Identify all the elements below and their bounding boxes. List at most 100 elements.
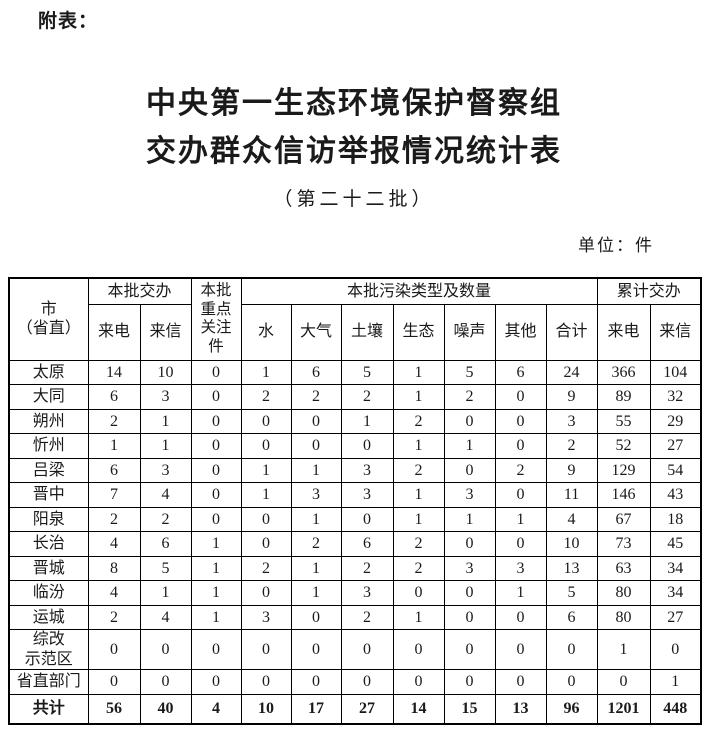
value-cell: 7 <box>87 482 141 508</box>
row-label: 临汾 <box>8 580 89 606</box>
value-cell: 3 <box>139 384 192 410</box>
value-cell: 0 <box>494 482 547 508</box>
value-cell: 0 <box>443 531 496 557</box>
value-cell: 4 <box>139 604 192 630</box>
row-label: 晋城 <box>8 555 89 581</box>
value-cell: 15 <box>443 693 496 725</box>
col-header-noise: 噪声 <box>443 303 496 361</box>
col-header-city: 市 （省直） <box>8 277 89 361</box>
row-label: 运城 <box>8 604 89 630</box>
header-row-subcolumns: 来电 来信 水 大气 土壤 生态 噪声 其他 合计 来电 来信 <box>9 303 702 361</box>
value-cell: 5 <box>139 555 192 581</box>
table-row: 忻州 1 1 0 0 0 0 1 1 0 2 52 27 <box>8 433 702 459</box>
value-cell: 0 <box>443 457 496 483</box>
value-cell: 18 <box>649 506 702 532</box>
value-cell: 1 <box>190 604 242 630</box>
value-cell: 1 <box>190 555 242 581</box>
table-body: 太原 14 10 0 1 6 5 1 5 6 24 366 104 大同 6 3 0 2 2 2 1 2 0 9 89 32 朔州 2… <box>8 359 702 725</box>
col-group-pollution-types: 本批污染类型及数量 <box>240 277 598 305</box>
value-cell: 2 <box>545 433 598 459</box>
value-cell: 0 <box>443 604 496 630</box>
value-cell: 10 <box>139 359 192 385</box>
value-cell: 0 <box>340 669 394 695</box>
row-label: 大同 <box>8 384 89 410</box>
col-header-letters: 来信 <box>139 303 192 361</box>
value-cell: 2 <box>290 384 342 410</box>
value-cell: 0 <box>443 669 496 695</box>
value-cell: 5 <box>443 359 496 385</box>
value-cell: 0 <box>545 669 598 695</box>
value-cell: 24 <box>545 359 598 385</box>
value-cell: 6 <box>494 359 547 385</box>
value-cell: 2 <box>240 555 292 581</box>
value-cell: 0 <box>290 669 342 695</box>
value-cell: 45 <box>649 531 702 557</box>
value-cell: 0 <box>649 629 702 670</box>
value-cell: 2 <box>240 384 292 410</box>
col-header-subtotal: 合计 <box>545 303 598 361</box>
table-row: 晋城 8 5 1 2 1 2 2 3 3 13 63 34 <box>8 555 702 581</box>
value-cell: 4 <box>545 506 598 532</box>
value-cell: 80 <box>596 580 651 606</box>
value-cell: 6 <box>340 531 394 557</box>
value-cell: 1 <box>290 457 342 483</box>
value-cell: 2 <box>139 506 192 532</box>
value-cell: 1 <box>139 408 192 434</box>
row-label: 忻州 <box>8 433 89 459</box>
value-cell: 43 <box>649 482 702 508</box>
value-cell: 0 <box>494 669 547 695</box>
value-cell: 0 <box>240 433 292 459</box>
value-cell: 4 <box>87 580 141 606</box>
value-cell: 3 <box>240 604 292 630</box>
table-row: 运城 2 4 1 3 0 2 1 0 0 6 80 27 <box>8 604 702 630</box>
row-label: 太原 <box>8 359 89 385</box>
value-cell: 34 <box>649 580 702 606</box>
table-row: 综改 示范区 0 0 0 0 0 0 0 0 0 0 1 0 <box>8 629 702 670</box>
value-cell: 0 <box>545 629 598 670</box>
value-cell: 2 <box>392 408 445 434</box>
value-cell: 17 <box>290 693 342 725</box>
col-header-air: 大气 <box>290 303 342 361</box>
value-cell: 14 <box>87 359 141 385</box>
col-header-calls: 来电 <box>87 303 141 361</box>
value-cell: 0 <box>240 669 292 695</box>
value-cell: 1 <box>290 555 342 581</box>
value-cell: 5 <box>340 359 394 385</box>
value-cell: 6 <box>87 457 141 483</box>
value-cell: 4 <box>87 531 141 557</box>
value-cell: 0 <box>443 580 496 606</box>
col-group-batch-assigned: 本批交办 <box>87 277 192 305</box>
value-cell: 13 <box>545 555 598 581</box>
value-cell: 1201 <box>596 693 651 725</box>
col-header-cumulative-letters: 来信 <box>649 303 702 361</box>
row-label: 综改 示范区 <box>8 629 89 670</box>
page-title: 中央第一生态环境保护督察组 交办群众信访举报情况统计表 <box>146 87 562 168</box>
value-cell: 1 <box>392 384 445 410</box>
row-label: 朔州 <box>8 408 89 434</box>
value-cell: 0 <box>596 669 651 695</box>
value-cell: 0 <box>290 604 342 630</box>
value-cell: 2 <box>87 408 141 434</box>
value-cell: 2 <box>392 531 445 557</box>
value-cell: 13 <box>494 693 547 725</box>
value-cell: 3 <box>443 482 496 508</box>
value-cell: 146 <box>596 482 651 508</box>
value-cell: 5 <box>545 580 598 606</box>
header-row-groups: 市 （省直） 本批交办 本批 重点 关注 件 本批污染类型及数量 累计交办 <box>8 277 702 361</box>
value-cell: 1 <box>240 482 292 508</box>
value-cell: 67 <box>596 506 651 532</box>
value-cell: 0 <box>392 629 445 670</box>
value-cell: 3 <box>494 555 547 581</box>
value-cell: 1 <box>290 506 342 532</box>
table-row: 省直部门 0 0 0 0 0 0 0 0 0 0 0 1 <box>8 669 702 695</box>
value-cell: 10 <box>545 531 598 557</box>
value-cell: 0 <box>139 669 192 695</box>
value-cell: 11 <box>545 482 598 508</box>
value-cell: 2 <box>87 604 141 630</box>
row-label: 长治 <box>8 531 89 557</box>
value-cell: 1 <box>139 580 192 606</box>
attachment-label: 附表： <box>38 11 99 32</box>
statistics-table: 市 （省直） 本批交办 本批 重点 关注 件 本批污染类型及数量 累计交办 来电… <box>8 277 703 725</box>
value-cell: 1 <box>392 506 445 532</box>
col-header-cumulative-calls: 来电 <box>596 303 651 361</box>
